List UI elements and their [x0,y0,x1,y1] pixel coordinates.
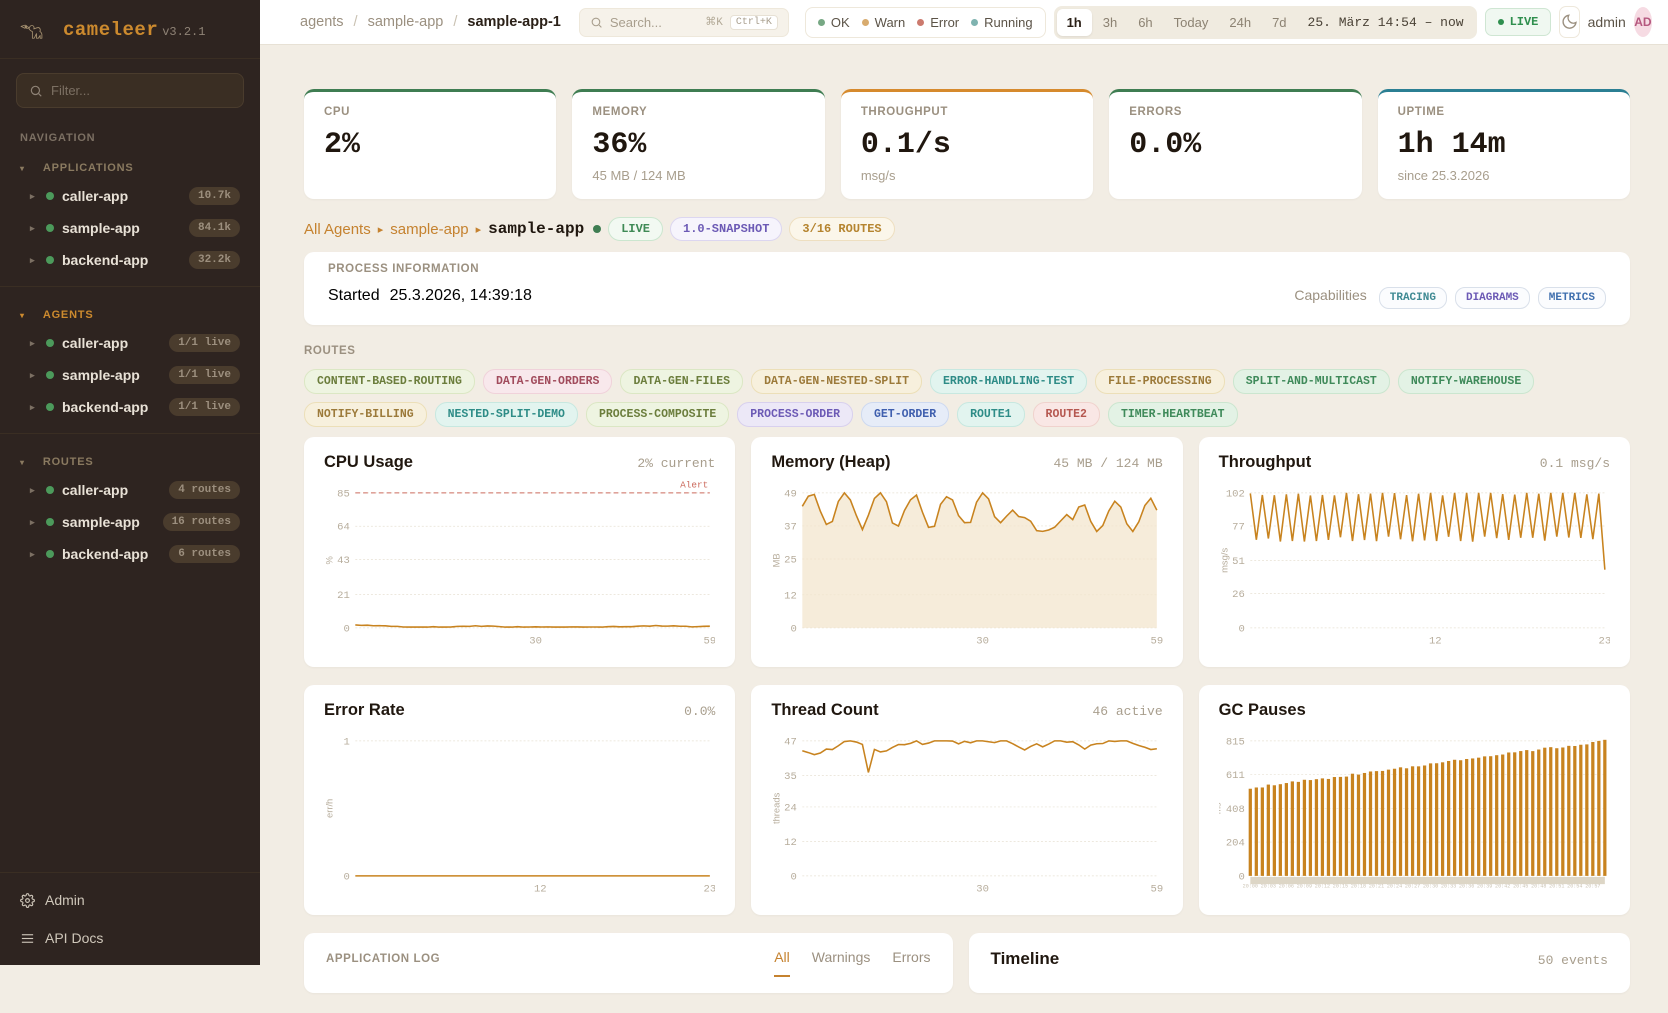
svg-text:20:00: 20:00 [1242,884,1257,890]
svg-text:20:45: 20:45 [1513,884,1528,890]
svg-text:MB: MB [771,553,782,567]
svg-text:20:12: 20:12 [1314,884,1329,890]
svg-text:20:33: 20:33 [1441,884,1456,890]
svg-text:0: 0 [791,623,797,635]
svg-text:ms: ms [1219,803,1223,814]
svg-text:20:30: 20:30 [1423,884,1438,890]
svg-text:102: 102 [1225,488,1244,500]
svg-text:12: 12 [784,837,797,849]
svg-text:12: 12 [784,590,797,602]
svg-text:20:42: 20:42 [1495,884,1510,890]
svg-text:77: 77 [1232,521,1245,533]
svg-text:12: 12 [534,883,547,895]
svg-text:43: 43 [337,555,350,567]
svg-text:204: 204 [1225,838,1244,850]
svg-text:1: 1 [343,736,349,748]
svg-text:21: 21 [337,590,350,602]
svg-text:64: 64 [337,522,350,534]
svg-text:59: 59 [704,636,716,648]
svg-text:20:15: 20:15 [1332,884,1347,890]
svg-text:85: 85 [337,488,350,500]
svg-text:0: 0 [343,623,349,635]
svg-text:408: 408 [1225,804,1244,816]
svg-text:12: 12 [1429,636,1442,648]
svg-text:20:51: 20:51 [1549,884,1564,890]
svg-text:20:36: 20:36 [1459,884,1474,890]
svg-text:20:03: 20:03 [1260,884,1275,890]
svg-text:23: 23 [704,883,716,895]
svg-text:30: 30 [977,883,990,895]
svg-text:%: % [324,556,335,564]
svg-text:20:24: 20:24 [1387,884,1402,890]
svg-text:20:48: 20:48 [1531,884,1546,890]
svg-text:25: 25 [784,555,797,567]
svg-text:20:57: 20:57 [1585,884,1600,890]
svg-text:30: 30 [977,636,990,648]
svg-text:26: 26 [1232,589,1245,601]
svg-text:20:06: 20:06 [1278,884,1293,890]
svg-text:59: 59 [1151,636,1163,648]
svg-text:0: 0 [343,871,349,883]
svg-text:30: 30 [529,636,542,648]
svg-text:Alert: Alert [680,479,708,490]
svg-text:20:39: 20:39 [1477,884,1492,890]
svg-text:47: 47 [784,736,797,748]
svg-text:20:21: 20:21 [1369,884,1384,890]
svg-text:msg/s: msg/s [1219,548,1230,573]
svg-text:35: 35 [784,771,797,783]
svg-text:24: 24 [784,802,797,814]
svg-text:threads: threads [771,792,782,824]
svg-text:59: 59 [1151,883,1163,895]
svg-text:49: 49 [784,488,797,500]
svg-text:37: 37 [784,521,797,533]
svg-text:20:18: 20:18 [1351,884,1366,890]
svg-text:0: 0 [791,871,797,883]
svg-text:0: 0 [1238,623,1244,635]
svg-text:err/h: err/h [324,799,335,818]
svg-text:51: 51 [1232,556,1245,568]
svg-text:20:54: 20:54 [1567,884,1582,890]
svg-text:20:27: 20:27 [1405,884,1420,890]
svg-text:815: 815 [1225,736,1244,748]
svg-text:611: 611 [1225,770,1244,782]
svg-text:20:09: 20:09 [1296,884,1311,890]
svg-text:0: 0 [1238,871,1244,883]
svg-text:23: 23 [1598,636,1610,648]
